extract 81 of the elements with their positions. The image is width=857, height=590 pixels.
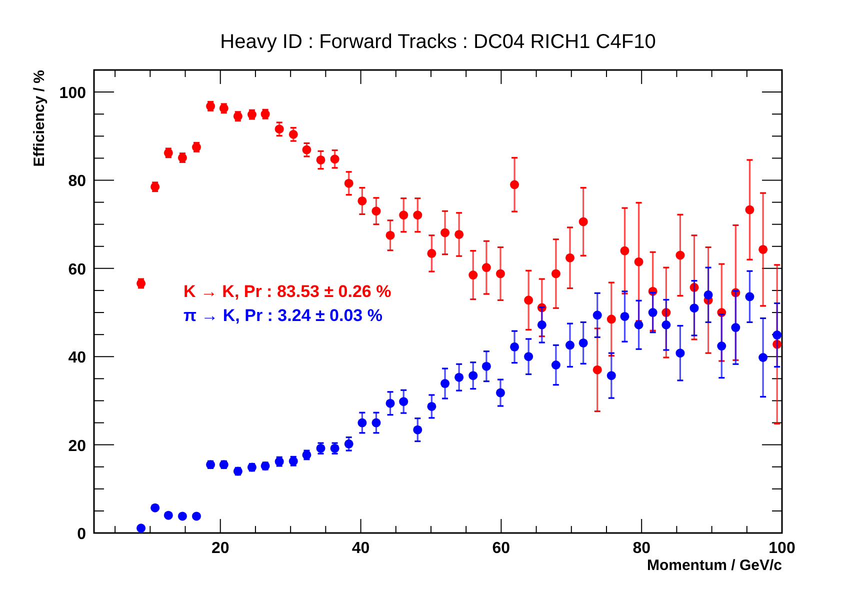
point: [288, 130, 298, 139]
x-tick-label: 60: [492, 540, 510, 557]
point: [358, 196, 367, 206]
point: [592, 365, 602, 374]
point: [164, 510, 173, 520]
point: [676, 348, 685, 358]
point: [386, 398, 395, 408]
point: [372, 206, 381, 216]
point: [358, 418, 367, 428]
point: [150, 503, 160, 512]
point: [482, 263, 491, 272]
point: [745, 292, 754, 302]
point: [496, 388, 505, 398]
point: [565, 340, 574, 350]
point: [427, 248, 436, 258]
point: [510, 180, 520, 190]
point: [427, 402, 436, 411]
point: [372, 418, 381, 428]
point: [524, 296, 534, 305]
point: [330, 154, 340, 164]
point: [399, 397, 408, 406]
point: [178, 512, 187, 521]
point: [717, 342, 726, 351]
point: [468, 371, 478, 380]
y-tick-label: 60: [68, 261, 86, 278]
point: [316, 155, 326, 164]
point: [413, 210, 422, 220]
point: [731, 323, 740, 332]
point: [440, 228, 450, 238]
point: [551, 269, 560, 278]
x-tick-label: 40: [352, 540, 370, 557]
point: [690, 304, 699, 313]
point: [551, 360, 560, 370]
point: [510, 342, 520, 352]
point: [524, 352, 534, 362]
y-tick-label: 40: [68, 350, 86, 367]
point: [662, 320, 671, 330]
point: [758, 353, 768, 362]
point: [606, 314, 616, 324]
y-tick-label: 0: [77, 526, 86, 543]
point: [136, 524, 146, 533]
point: [634, 257, 644, 266]
point: [648, 308, 658, 318]
point: [496, 269, 505, 278]
point: [676, 250, 685, 260]
point: [620, 312, 630, 321]
point: [745, 205, 754, 214]
point: [192, 512, 201, 521]
point: [468, 270, 478, 280]
point: [274, 124, 284, 134]
point: [578, 217, 588, 226]
text: K → K, Pr : 83.53 ± 0.26 %: [183, 282, 392, 301]
x-tick-label: 100: [768, 540, 796, 557]
point: [772, 330, 782, 340]
y-tick-label: 100: [59, 85, 86, 102]
point: [454, 230, 464, 239]
text: π → K, Pr : 3.24 ± 0.03 %: [183, 306, 382, 325]
point: [578, 338, 588, 348]
point: [440, 379, 450, 388]
point: [592, 310, 602, 320]
x-tick-label: 80: [632, 540, 651, 557]
point: [454, 372, 464, 382]
point: [413, 425, 422, 434]
y-tick-label: 80: [68, 173, 86, 190]
x-axis-title: Momentum / GeV/c: [646, 557, 782, 574]
point: [537, 320, 546, 330]
chart-title: Heavy ID : Forward Tracks : DC04 RICH1 C4F10: [220, 31, 656, 53]
point: [386, 230, 395, 240]
point: [302, 145, 312, 154]
y-axis-title: Efficiency / %: [31, 70, 48, 167]
x-tick-label: 20: [211, 540, 230, 557]
point: [482, 362, 491, 371]
point: [620, 246, 630, 256]
point: [704, 290, 713, 300]
point: [344, 439, 354, 448]
point: [758, 244, 768, 254]
point: [399, 210, 408, 220]
y-tick-label: 20: [68, 438, 86, 455]
point: [344, 178, 354, 188]
point: [565, 253, 574, 262]
point: [606, 371, 616, 380]
